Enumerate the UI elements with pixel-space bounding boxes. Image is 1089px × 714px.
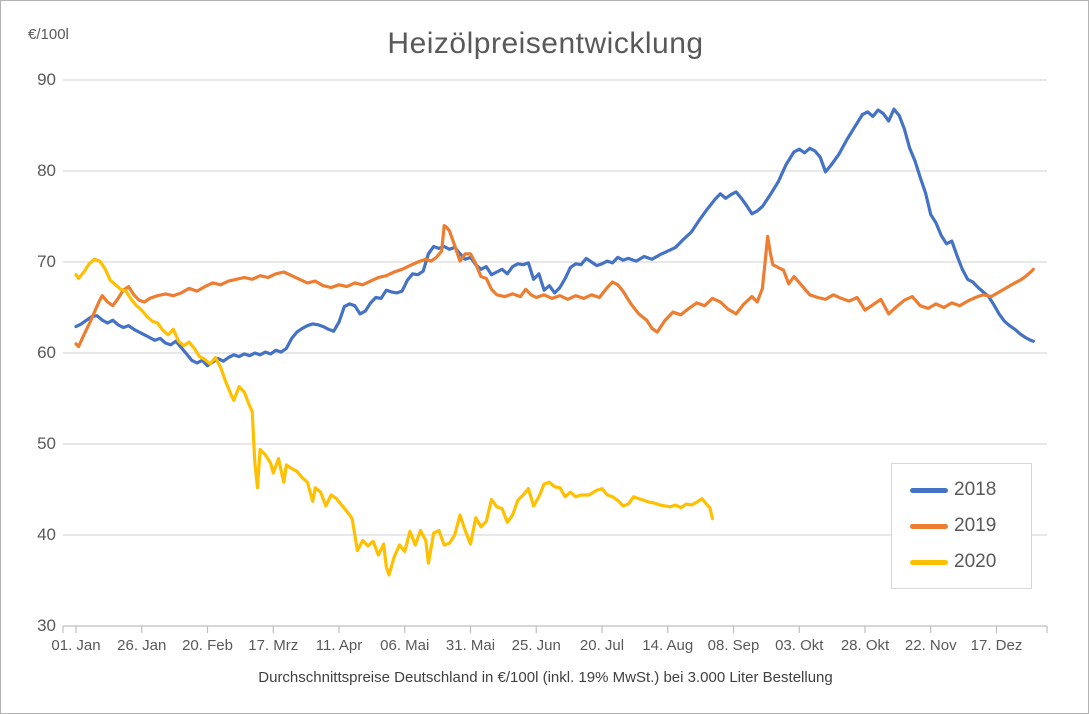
y-axis-unit-label: €/100l — [28, 26, 69, 43]
legend-label-2018: 2018 — [954, 479, 997, 500]
x-tick-label-20-Feb: 20. Feb — [182, 637, 233, 654]
legend: 2018 2019 2020 — [891, 463, 1032, 589]
x-tick-label-11-Apr: 11. Apr — [315, 637, 363, 654]
x-tick-label-31-Mai: 31. Mai — [445, 637, 496, 654]
y-tick-label-70: 70 — [37, 252, 56, 271]
legend-swatch-2019 — [910, 523, 948, 529]
x-tick-label-17-Mrz: 17. Mrz — [248, 637, 299, 654]
x-tick-label-25-Jun: 25. Jun — [511, 637, 561, 654]
legend-item-2018: 2018 — [910, 479, 1031, 501]
legend-item-2019: 2019 — [910, 515, 1031, 537]
x-tick-label-17-Dez: 17. Dez — [970, 637, 1023, 654]
series-line-2018 — [74, 107, 1035, 368]
chart-title: Heizölpreisentwicklung — [387, 27, 704, 60]
y-tick-label-50: 50 — [37, 434, 56, 453]
x-tick-label-28-Okt: 28. Okt — [840, 637, 890, 654]
legend-swatch-2018 — [910, 487, 948, 493]
chart-caption: Durchschnittspreise Deutschland in €/100… — [258, 669, 833, 686]
x-tick-label-01-Jan: 01. Jan — [51, 637, 101, 654]
legend-label-2020: 2020 — [954, 551, 997, 572]
series-line-2019 — [74, 224, 1035, 349]
legend-swatch-2020 — [910, 559, 948, 565]
y-tick-label-30: 30 — [37, 616, 56, 635]
series-line-2020 — [74, 257, 715, 577]
y-tick-label-60: 60 — [37, 343, 56, 362]
x-tick-label-03-Okt: 03. Okt — [775, 637, 824, 654]
x-tick-label-08-Sep: 08. Sep — [707, 637, 760, 654]
y-tick-label-80: 80 — [37, 161, 56, 180]
x-tick-label-14-Aug: 14. Aug — [642, 637, 694, 654]
y-tick-label-40: 40 — [37, 525, 56, 544]
x-tick-label-22-Nov: 22. Nov — [904, 637, 957, 654]
x-tick-label-20-Jul: 20. Jul — [579, 637, 625, 654]
x-tick-label-06-Mai: 06. Mai — [380, 637, 430, 654]
legend-label-2019: 2019 — [954, 515, 997, 536]
legend-item-2020: 2020 — [910, 551, 1031, 573]
x-tick-label-26-Jan: 26. Jan — [117, 637, 167, 654]
y-tick-label-90: 90 — [37, 70, 56, 89]
